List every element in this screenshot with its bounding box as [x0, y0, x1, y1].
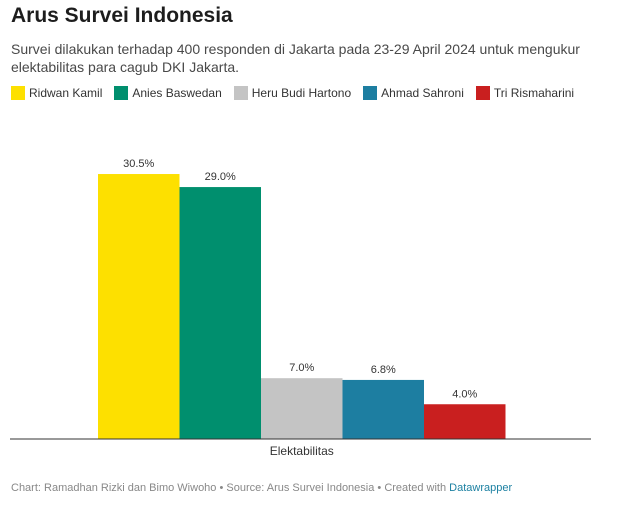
legend-swatch — [363, 86, 378, 100]
legend-label: Ridwan Kamil — [29, 86, 103, 100]
bar — [179, 187, 261, 439]
footer-credit: Chart: Ramadhan Rizki dan Bimo Wiwoho • … — [11, 482, 450, 494]
chart-subtitle: Survei dilakukan terhadap 400 responden … — [11, 41, 580, 75]
legend-label: Tri Rismaharini — [493, 86, 575, 100]
data-label: 6.8% — [371, 364, 396, 376]
legend-swatch — [475, 86, 490, 100]
bar — [98, 174, 180, 439]
chart-title: Arus Survei Indonesia — [11, 4, 233, 27]
data-label: 29.0% — [205, 171, 236, 183]
legend-item: Heru Budi Hartono — [233, 86, 352, 100]
legend-label: Heru Budi Hartono — [251, 86, 352, 100]
legend-item: Ahmad Sahroni — [363, 86, 464, 100]
legend-label: Ahmad Sahroni — [381, 86, 464, 100]
datawrapper-link[interactable]: Datawrapper — [449, 482, 513, 494]
bar-chart: 30.5% 29.0% 7.0% 6.8% 4.0% Elektabilitas — [10, 158, 591, 458]
legend-item: Tri Rismaharini — [475, 86, 575, 100]
data-label: 7.0% — [289, 362, 314, 374]
data-label: 4.0% — [452, 388, 477, 400]
legend-item: Anies Baswedan — [114, 86, 222, 100]
legend: Ridwan Kamil Anies Baswedan Heru Budi Hart… — [11, 85, 586, 101]
legend-swatch — [11, 86, 25, 100]
bar — [424, 404, 506, 439]
bar — [261, 378, 343, 439]
x-tick-label: Elektabilitas — [270, 444, 334, 458]
legend-item: Ridwan Kamil — [11, 86, 102, 100]
data-label: 30.5% — [123, 158, 154, 170]
legend-swatch — [114, 86, 129, 100]
bar — [342, 379, 424, 439]
footer: Chart: Ramadhan Rizki dan Bimo Wiwoho • … — [11, 482, 512, 494]
legend-label: Anies Baswedan — [132, 86, 222, 100]
legend-swatch — [233, 86, 248, 100]
